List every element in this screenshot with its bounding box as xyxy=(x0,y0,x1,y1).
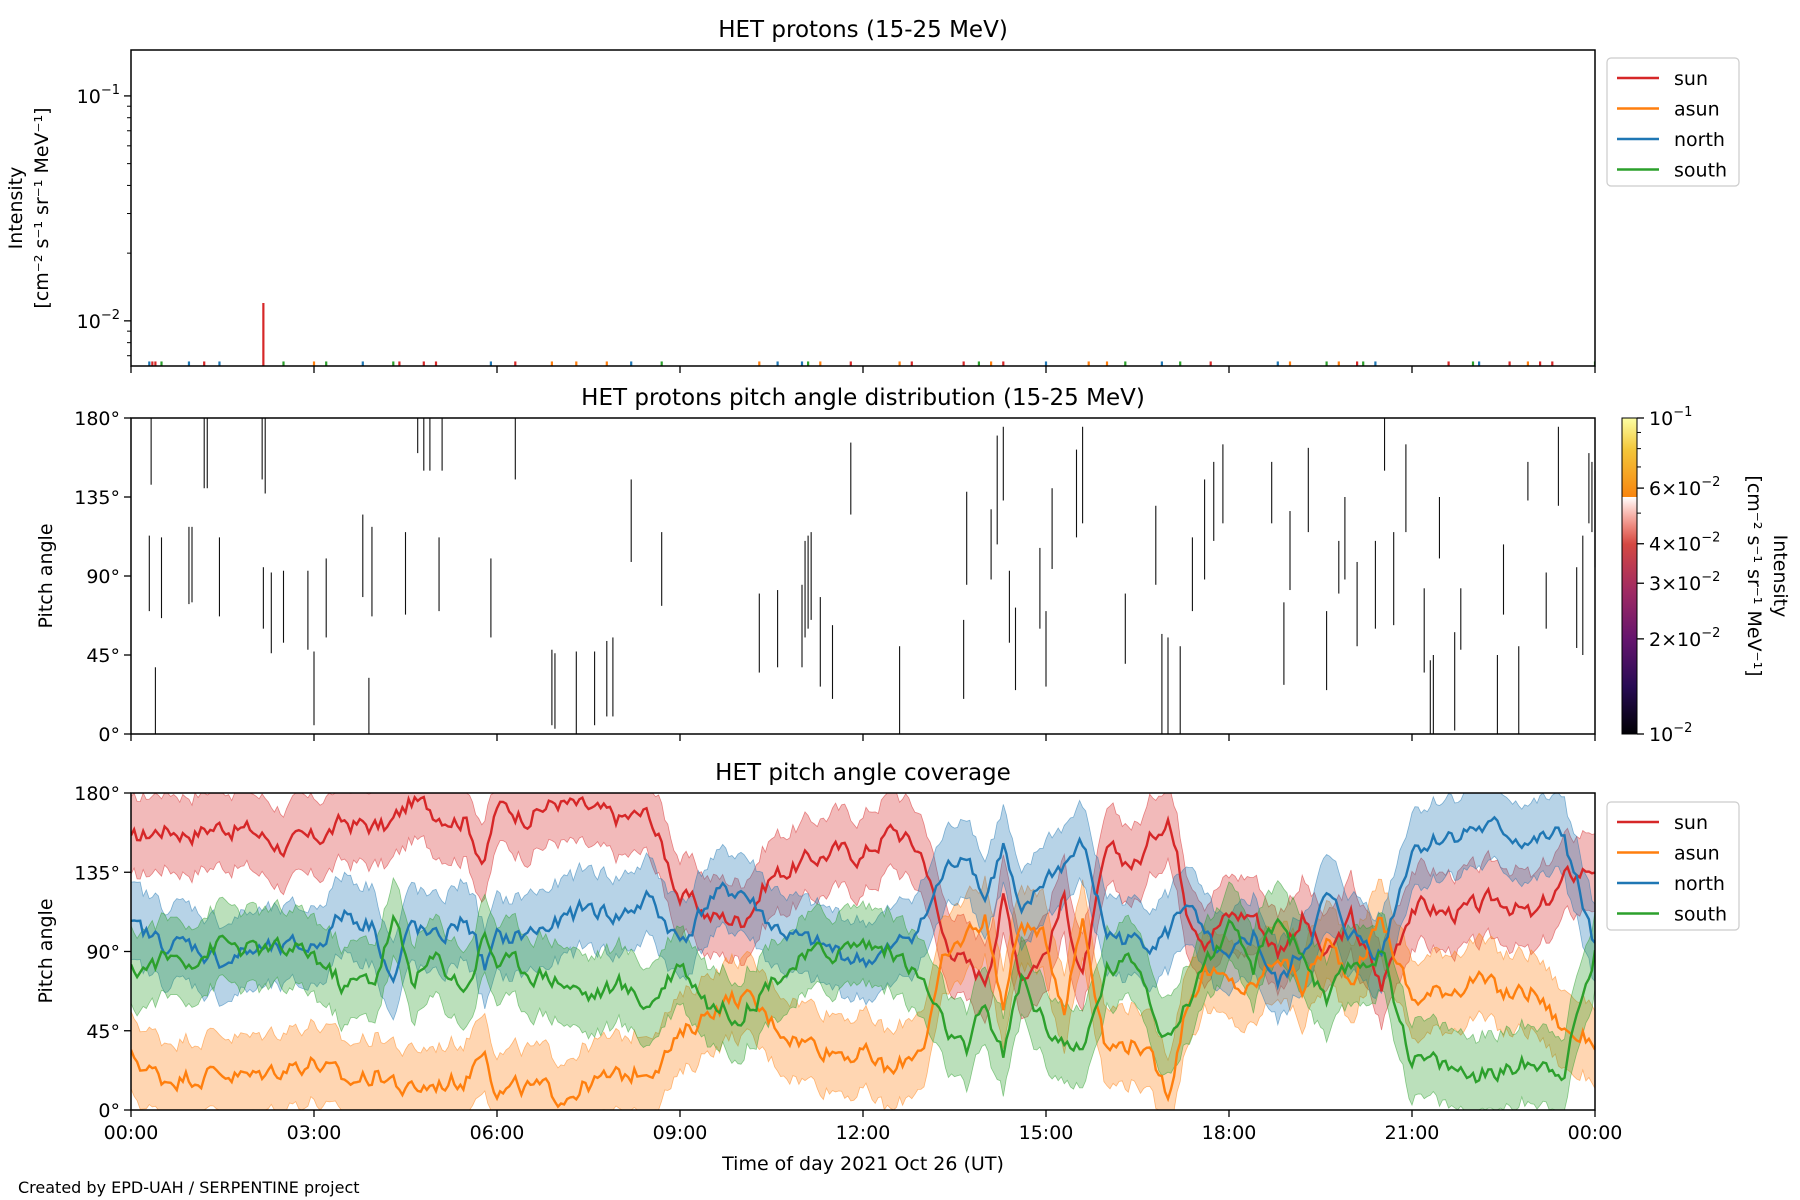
x-tick-label: 15:00 xyxy=(1019,1122,1074,1144)
y-tick-label: 10−1 xyxy=(77,83,120,108)
panel3-xlabel: Time of day 2021 Oct 26 (UT) xyxy=(721,1153,1004,1175)
x-tick-label: 06:00 xyxy=(470,1122,525,1144)
x-tick-label: 21:00 xyxy=(1385,1122,1440,1144)
colorbar xyxy=(1621,417,1638,735)
y-tick-label: 180° xyxy=(74,783,120,805)
y-tick-label: 90° xyxy=(86,566,120,588)
legend-label-sun: sun xyxy=(1674,68,1708,90)
x-tick-label: 00:00 xyxy=(104,1122,159,1144)
y-tick-label: 10−2 xyxy=(77,308,120,333)
panel2-plot-area xyxy=(148,418,1596,734)
legend-label-sun: sun xyxy=(1674,812,1708,834)
legend-label-north: north xyxy=(1674,129,1725,151)
y-tick-label: 90° xyxy=(86,942,120,964)
colorbar-tick-label: 10−1 xyxy=(1649,405,1692,430)
panel2-y-axis: 0° 45° 90° 135° 180° xyxy=(74,408,131,746)
panel1-title: HET protons (15-25 MeV) xyxy=(718,17,1008,43)
y-tick-label: 0° xyxy=(98,1100,120,1122)
panel2-x-axis xyxy=(130,734,1596,741)
y-tick-label: 45° xyxy=(86,1021,120,1043)
panel3-legend: sun asun north south xyxy=(1606,801,1740,931)
panel1-plot-area xyxy=(148,303,1595,366)
legend-label-asun: asun xyxy=(1674,843,1720,865)
panel1-ylabel-line2: [cm⁻² s⁻¹ sr⁻¹ MeV⁻¹] xyxy=(31,107,53,308)
x-tick-label: 12:00 xyxy=(836,1122,891,1144)
panel2-background xyxy=(131,418,1595,734)
colorbar-tick-label: 2×10−2 xyxy=(1649,626,1720,651)
colorbar-label-line2: [cm⁻² s⁻¹ sr⁻¹ MeV⁻¹] xyxy=(1743,475,1765,676)
coverage-band-south xyxy=(131,876,1595,1110)
panel1-legend: sun asun north south xyxy=(1606,57,1740,187)
coverage-line-asun xyxy=(131,914,1595,1109)
colorbar-tick-label: 6×10−2 xyxy=(1649,475,1720,500)
coverage-line-sun xyxy=(131,794,1595,992)
panel3-x-axis: 00:00 03:00 06:00 09:00 12:00 15:00 18:00 21:00… xyxy=(104,1110,1623,1144)
panel3-plot-area xyxy=(131,793,1595,1110)
panel1-frame xyxy=(130,49,1596,367)
y-tick-label: 135° xyxy=(74,487,120,509)
legend-box xyxy=(1606,57,1740,187)
legend-label-asun: asun xyxy=(1674,99,1720,121)
legend-label-north: north xyxy=(1674,873,1725,895)
colorbar-ticks: 10−1 6×10−2 4×10−2 3×10−2 2×10−2 10−2 xyxy=(1637,405,1720,746)
colorbar-tick-label: 10−2 xyxy=(1649,721,1692,746)
panel-pitch-angle-coverage: HET pitch angle coverage 0° 45° 90° 135° 180… xyxy=(35,760,1740,1175)
credit-footer: Created by EPD-UAH / SERPENTINE project xyxy=(18,1178,360,1197)
x-tick-label: 18:00 xyxy=(1202,1122,1257,1144)
panel3-ylabel: Pitch angle xyxy=(35,898,57,1003)
y-tick-label: 135° xyxy=(74,862,120,884)
y-tick-label: 45° xyxy=(86,645,120,667)
panel3-y-axis: 0° 45° 90° 135° 180° xyxy=(74,783,131,1122)
panel-intensity: HET protons (15-25 MeV) 10−1 10−2 Intensi… xyxy=(5,17,1740,373)
legend-box xyxy=(1606,801,1740,931)
panel2-ylabel: Pitch angle xyxy=(35,523,57,628)
panel1-x-axis xyxy=(130,366,1596,373)
y-tick-label: 180° xyxy=(74,408,120,430)
colorbar-label-line1: Intensity xyxy=(1769,535,1791,618)
x-tick-label: 09:00 xyxy=(653,1122,708,1144)
colorbar-tick-label: 3×10−2 xyxy=(1649,570,1720,595)
panel2-title: HET protons pitch angle distribution (15… xyxy=(581,385,1145,411)
legend-label-south: south xyxy=(1674,160,1727,182)
coverage-line-south xyxy=(131,913,1595,1084)
x-tick-label: 03:00 xyxy=(287,1122,342,1144)
coverage-line-north xyxy=(131,815,1595,991)
y-tick-label: 0° xyxy=(98,724,120,746)
panel-pitch-angle-distribution: HET protons pitch angle distribution (15… xyxy=(35,385,1791,746)
panel3-title: HET pitch angle coverage xyxy=(715,760,1011,786)
x-tick-label: 00:00 xyxy=(1568,1122,1623,1144)
legend-label-south: south xyxy=(1674,904,1727,926)
colorbar-tick-label: 4×10−2 xyxy=(1649,531,1720,556)
panel1-ylabel-line1: Intensity xyxy=(5,167,27,250)
panel1-y-axis: 10−1 10−2 xyxy=(77,83,131,357)
